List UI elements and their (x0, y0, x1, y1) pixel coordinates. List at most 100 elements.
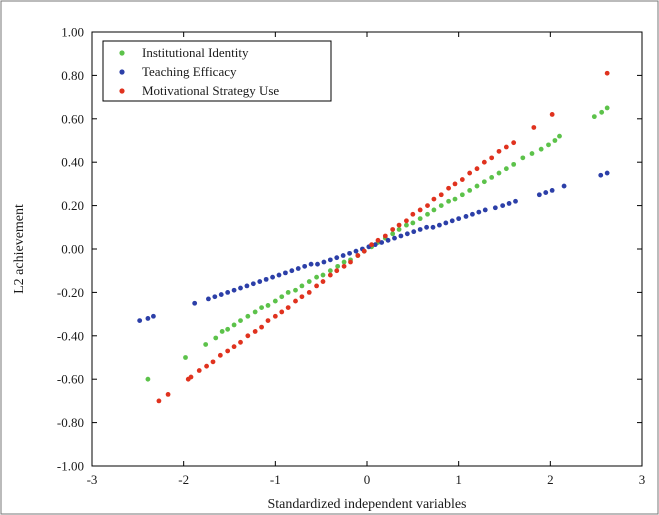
legend-marker-teaching-efficacy (119, 69, 125, 75)
data-point-teaching-efficacy (437, 222, 442, 228)
data-point-teaching-efficacy (443, 220, 449, 226)
data-point-institutional-identity (425, 211, 430, 217)
data-point-motivational-strategy-use (396, 222, 402, 228)
data-point-teaching-efficacy (270, 274, 275, 280)
data-point-teaching-efficacy (430, 224, 436, 230)
data-point-motivational-strategy-use (334, 268, 340, 274)
data-point-teaching-efficacy (353, 248, 359, 254)
y-tick-label: 0.00 (61, 242, 84, 257)
data-point-motivational-strategy-use (474, 166, 480, 172)
y-tick-label: 0.20 (61, 198, 84, 213)
data-point-teaching-efficacy (250, 281, 256, 287)
data-point-teaching-efficacy (327, 257, 333, 263)
x-tick-label: -2 (178, 472, 189, 487)
x-tick-label: 0 (364, 472, 371, 487)
data-point-institutional-identity (459, 192, 465, 198)
data-point-motivational-strategy-use (327, 272, 333, 278)
data-point-motivational-strategy-use (210, 359, 216, 365)
data-point-institutional-identity (538, 146, 544, 152)
data-point-institutional-identity (604, 105, 610, 111)
data-point-teaching-efficacy (492, 205, 498, 211)
y-tick-label: 0.80 (61, 68, 84, 83)
data-point-teaching-efficacy (604, 170, 610, 176)
y-tick-label: -0.20 (57, 285, 84, 300)
y-axis: -1.00 -0.80 -0.60 -0.40 -0.20 0.00 0.20 0.40 0.6… (57, 25, 642, 474)
legend-marker-motivational-strategy-use (119, 88, 125, 94)
data-point-institutional-identity (272, 298, 278, 304)
legend-label-institutional-identity: Institutional Identity (142, 45, 249, 60)
data-point-motivational-strategy-use (245, 333, 251, 339)
data-point-institutional-identity (285, 290, 291, 295)
data-point-teaching-efficacy (456, 216, 462, 222)
data-point-institutional-identity (341, 259, 347, 265)
x-tick-label: 2 (547, 472, 554, 487)
data-point-motivational-strategy-use (531, 125, 537, 130)
data-point-teaching-efficacy (276, 272, 282, 278)
data-point-institutional-identity (452, 196, 458, 202)
data-point-teaching-efficacy (206, 296, 211, 302)
data-point-motivational-strategy-use (272, 313, 278, 319)
data-point-institutional-identity (446, 198, 451, 204)
data-point-teaching-efficacy (218, 292, 224, 297)
data-point-motivational-strategy-use (503, 144, 509, 150)
data-point-motivational-strategy-use (604, 70, 610, 76)
data-point-motivational-strategy-use (431, 196, 437, 202)
data-point-institutional-identity (496, 170, 502, 176)
data-point-motivational-strategy-use (265, 318, 271, 324)
data-point-institutional-identity (203, 342, 209, 347)
data-point-motivational-strategy-use (188, 374, 194, 380)
data-point-institutional-identity (404, 222, 409, 228)
data-point-motivational-strategy-use (225, 348, 231, 354)
data-point-teaching-efficacy (244, 283, 250, 289)
y-tick-label: -1.00 (57, 459, 84, 474)
data-point-institutional-identity (245, 313, 251, 319)
data-point-motivational-strategy-use (279, 309, 285, 315)
data-point-teaching-efficacy (417, 227, 423, 232)
data-point-teaching-efficacy (449, 218, 455, 224)
data-point-institutional-identity (231, 322, 237, 328)
data-point-teaching-efficacy (231, 287, 237, 293)
plot-area (91, 31, 643, 467)
y-tick-label: -0.60 (57, 372, 84, 387)
data-point-institutional-identity (520, 155, 526, 161)
data-point-institutional-identity (314, 274, 319, 280)
data-point-institutional-identity (489, 174, 495, 180)
data-point-teaching-efficacy (295, 266, 301, 271)
legend-marker-institutional-identity (119, 50, 125, 56)
y-tick-label: 0.60 (61, 111, 84, 126)
data-point-motivational-strategy-use (459, 177, 465, 182)
data-point-motivational-strategy-use (382, 233, 388, 239)
data-point-teaching-efficacy (283, 270, 288, 276)
data-point-motivational-strategy-use (231, 344, 237, 350)
data-point-teaching-efficacy (302, 263, 308, 269)
data-point-teaching-efficacy (334, 255, 340, 261)
data-points (137, 70, 610, 404)
data-point-motivational-strategy-use (410, 211, 416, 217)
data-point-teaching-efficacy (145, 316, 151, 321)
data-point-motivational-strategy-use (314, 283, 319, 289)
data-point-motivational-strategy-use (438, 192, 444, 198)
data-point-motivational-strategy-use (259, 324, 264, 330)
x-tick-label: -1 (270, 472, 281, 487)
data-point-motivational-strategy-use (355, 253, 361, 258)
y-tick-label: 1.00 (61, 25, 84, 40)
data-point-institutional-identity (335, 263, 341, 269)
data-point-institutional-identity (252, 309, 258, 315)
data-point-teaching-efficacy (315, 261, 320, 267)
data-point-teaching-efficacy (513, 198, 518, 204)
data-point-institutional-identity (546, 142, 551, 148)
data-point-motivational-strategy-use (467, 170, 473, 176)
data-point-teaching-efficacy (372, 242, 378, 248)
data-point-teaching-efficacy (404, 231, 410, 237)
data-point-teaching-efficacy (463, 214, 469, 219)
data-point-institutional-identity (591, 114, 597, 120)
data-point-teaching-efficacy (151, 313, 156, 319)
data-point-motivational-strategy-use (375, 237, 381, 243)
data-point-teaching-efficacy (476, 209, 482, 215)
data-point-motivational-strategy-use (285, 305, 291, 310)
data-point-motivational-strategy-use (196, 368, 202, 373)
data-point-teaching-efficacy (543, 190, 549, 195)
data-point-motivational-strategy-use (390, 227, 396, 232)
data-point-motivational-strategy-use (511, 140, 517, 146)
data-point-motivational-strategy-use (361, 248, 367, 254)
